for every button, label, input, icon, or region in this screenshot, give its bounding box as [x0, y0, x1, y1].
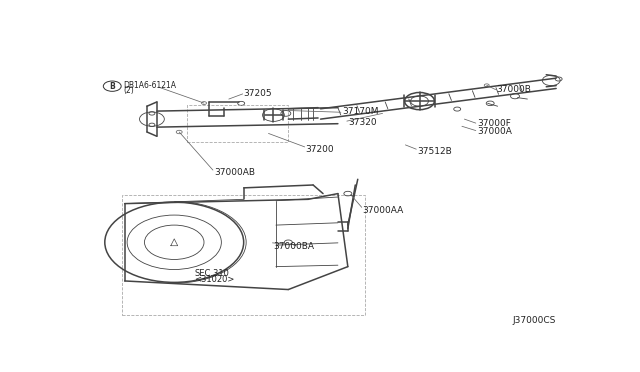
Text: 37000AB: 37000AB [214, 168, 255, 177]
Text: 37000B: 37000B [497, 85, 531, 94]
Bar [187, 105, 288, 142]
Text: DB1A6-6121A: DB1A6-6121A [124, 81, 177, 90]
Text: B: B [109, 82, 115, 91]
Text: 37170M: 37170M [342, 107, 378, 116]
Text: (2): (2) [124, 86, 134, 95]
Text: <31020>: <31020> [194, 275, 234, 284]
Text: 37320: 37320 [348, 118, 376, 127]
Text: 37205: 37205 [244, 89, 272, 98]
Text: J37000CS: J37000CS [513, 316, 556, 325]
Text: SEC.310: SEC.310 [194, 269, 229, 278]
Text: 37512B: 37512B [417, 147, 452, 156]
Text: 37000BA: 37000BA [273, 241, 314, 250]
Text: 37000AA: 37000AA [363, 206, 404, 215]
Text: 37000F: 37000F [477, 119, 511, 128]
Bar [122, 195, 365, 315]
Text: 37200: 37200 [306, 145, 334, 154]
Text: 37000A: 37000A [477, 127, 511, 136]
